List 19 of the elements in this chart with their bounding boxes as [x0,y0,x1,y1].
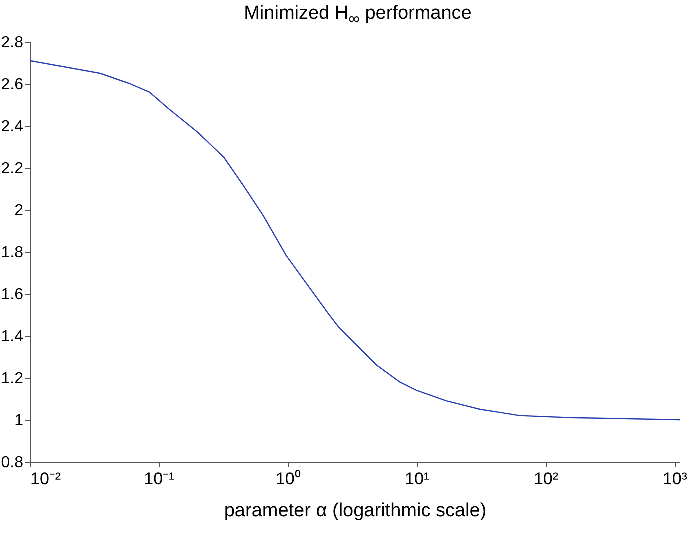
y-tick-label: 1.6 [1,286,24,304]
y-tick-label: 0.8 [1,454,24,472]
chart-title: Minimized H$_{∞}$ performance [243,3,473,29]
y-tick-label: 1.4 [1,328,24,346]
x-tick-label: 10¹ [405,470,430,488]
y-tick-label: 2.8 [1,34,24,52]
x-tick-label: 10⁻² [30,470,62,488]
x-axis-title: parameter α (logarithmic scale) [224,500,487,522]
y-tick-label: 1 [14,412,24,430]
y-tick-label: 1.8 [1,244,24,262]
x-tick-label: 10⁰ [276,470,301,488]
x-tick-label: 10² [534,470,559,488]
y-tick-label: 2.2 [1,160,24,178]
y-tick-label: 1.2 [1,370,24,388]
y-tick-label: 2.4 [1,118,24,136]
y-tick-label: 2.6 [1,76,24,94]
x-tick-label: 10³ [662,470,688,488]
x-tick-label: 10⁻¹ [144,470,176,488]
y-tick-label: 2 [14,202,24,220]
